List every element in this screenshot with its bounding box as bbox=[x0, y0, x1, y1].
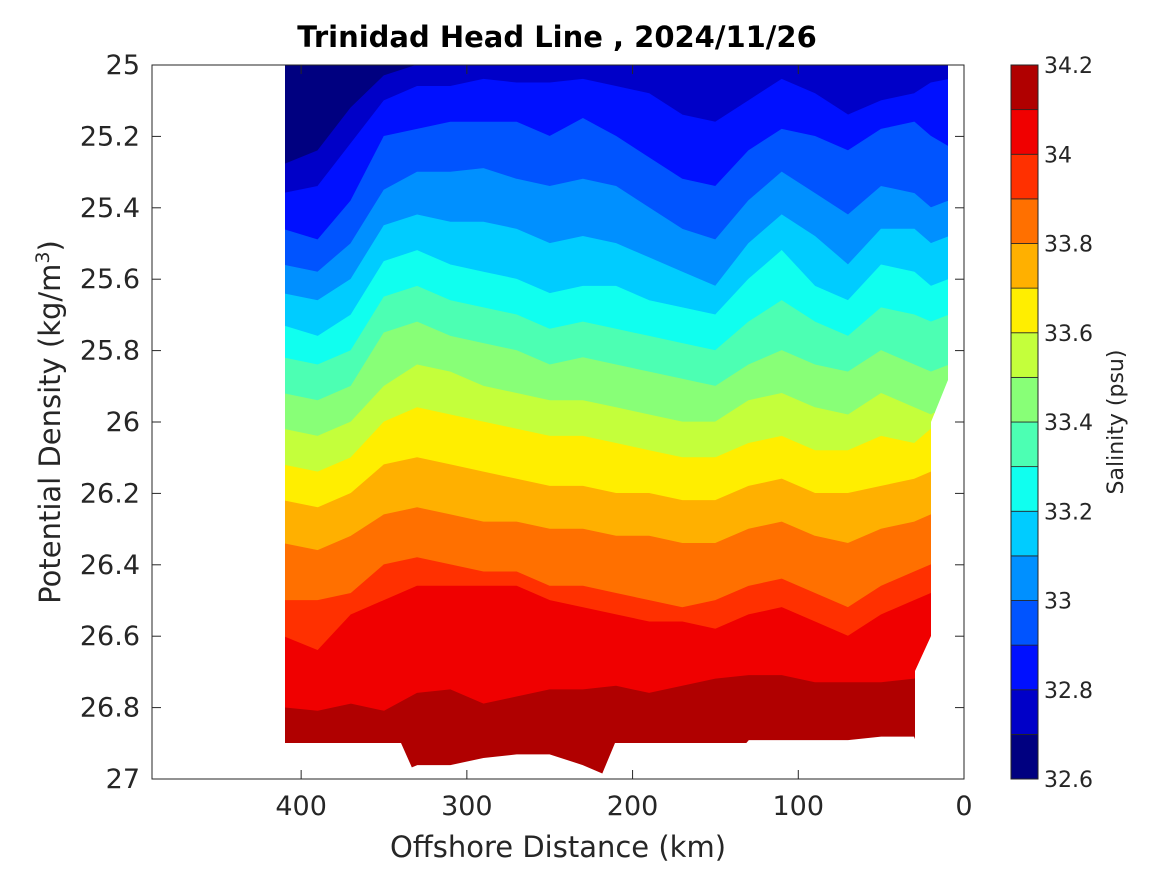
y-axis-title-close: ) bbox=[33, 240, 67, 251]
y-tick-label: 25.2 bbox=[80, 121, 140, 152]
y-axis-ticks: 25 25.2 25.4 25.6 25.8 26 26.2 26.4 26.6 26.8 27 bbox=[80, 50, 964, 795]
colorbar-tick-label: 34 bbox=[1044, 143, 1072, 168]
colorbar-swatch-33.4-33.5 bbox=[1010, 376, 1039, 423]
colorbar-tick-label: 33.8 bbox=[1044, 233, 1093, 258]
y-axis-title-superscript: 3 bbox=[32, 251, 54, 263]
x-tick-label: 100 bbox=[773, 791, 825, 822]
colorbar-title: Salinity (psu) bbox=[1104, 350, 1129, 495]
y-axis-title-main: Potential Density (kg/m bbox=[33, 264, 67, 604]
colorbar-swatch-33.6-33.7 bbox=[1010, 287, 1039, 334]
colorbar-swatch-32.7-32.8 bbox=[1010, 689, 1039, 735]
y-tick-label: 26 bbox=[106, 407, 140, 438]
colorbar-swatch-32.9-33 bbox=[1010, 600, 1039, 646]
x-tick-label: 200 bbox=[607, 791, 659, 822]
colorbar-swatch-33-33.1 bbox=[1010, 555, 1039, 601]
y-tick-label: 25.4 bbox=[80, 193, 140, 224]
x-tick-label: 400 bbox=[275, 791, 327, 822]
colorbar-frame bbox=[1010, 64, 1039, 780]
colorbar-swatch-33.1-33.2 bbox=[1010, 510, 1039, 557]
colorbar-tick-label: 33.6 bbox=[1044, 322, 1093, 347]
colorbar-tick-label: 32.8 bbox=[1044, 679, 1093, 704]
colorbar-swatch-32.8-32.9 bbox=[1010, 644, 1039, 691]
colorbar-swatch-33.2-33.3 bbox=[1010, 466, 1039, 512]
colorbar-swatch-33.8-33.9 bbox=[1010, 198, 1039, 244]
colorbar-tick-label: 32.6 bbox=[1044, 768, 1093, 793]
x-tick-label: 300 bbox=[441, 791, 493, 822]
contour-band-34.1-34.2 bbox=[285, 671, 948, 779]
y-tick-label: 26.8 bbox=[80, 693, 140, 724]
y-tick-label: 25.6 bbox=[80, 264, 140, 295]
colorbar: 32.6 32.8 33 33.2 33.4 33.6 33.8 34 34.2 bbox=[1010, 54, 1093, 793]
colorbar-swatch-33.7-33.8 bbox=[1010, 243, 1039, 289]
colorbar-swatch-32.6-32.7 bbox=[1010, 733, 1039, 780]
colorbar-swatch-33.9-34 bbox=[1010, 153, 1039, 200]
colorbar-swatch-34.1-34.2 bbox=[1010, 64, 1039, 111]
colorbar-swatch-34-34.1 bbox=[1010, 109, 1039, 155]
y-tick-label: 27 bbox=[106, 764, 140, 795]
colorbar-tick-label: 33 bbox=[1044, 590, 1072, 615]
y-tick-label: 25.8 bbox=[80, 336, 140, 367]
y-tick-label: 26.6 bbox=[80, 621, 140, 652]
colorbar-tick-label: 34.2 bbox=[1044, 54, 1093, 79]
x-axis-title: Offshore Distance (km) bbox=[390, 830, 726, 864]
y-tick-label: 26.2 bbox=[80, 478, 140, 509]
colorbar-swatch-33.5-33.6 bbox=[1010, 332, 1039, 378]
colorbar-tick-label: 33.2 bbox=[1044, 500, 1093, 525]
y-tick-label: 25 bbox=[106, 50, 140, 81]
contour-fill-layer bbox=[285, 65, 948, 779]
colorbar-swatch-33.3-33.4 bbox=[1010, 421, 1039, 468]
y-axis-title: Potential Density (kg/m3) bbox=[32, 240, 67, 604]
chart-title: Trinidad Head Line , 2024/11/26 bbox=[297, 20, 817, 54]
x-axis-ticks: 400 300 200 100 0 bbox=[275, 65, 973, 822]
x-tick-label: 0 bbox=[955, 791, 972, 822]
y-tick-label: 26.4 bbox=[80, 550, 140, 581]
colorbar-tick-label: 33.4 bbox=[1044, 411, 1093, 436]
